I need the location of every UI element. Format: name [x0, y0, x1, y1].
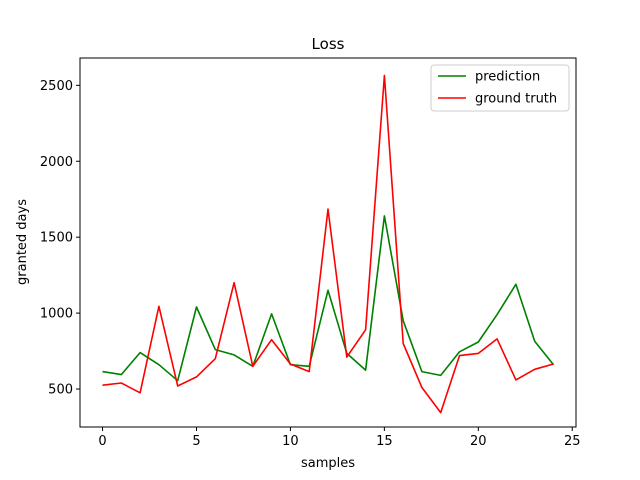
x-tick-label: 5 [192, 434, 200, 449]
x-tick-label: 20 [470, 434, 487, 449]
legend: prediction ground truth [431, 65, 569, 111]
x-axis-label: samples [301, 456, 355, 471]
x-tick-label: 10 [282, 434, 299, 449]
y-tick-label: 2500 [40, 79, 73, 94]
x-tick-label: 25 [564, 434, 581, 449]
y-tick-label: 1500 [40, 231, 73, 246]
chart-title: Loss [312, 35, 345, 53]
y-tick-label: 500 [48, 383, 73, 398]
x-tick-label: 15 [376, 434, 393, 449]
legend-label-1: ground truth [475, 92, 557, 107]
y-axis-label: granted days [15, 199, 30, 285]
legend-label-0: prediction [475, 70, 540, 85]
y-tick-label: 2000 [40, 155, 73, 170]
x-tick-label: 0 [98, 434, 106, 449]
y-tick-label: 1000 [40, 307, 73, 322]
